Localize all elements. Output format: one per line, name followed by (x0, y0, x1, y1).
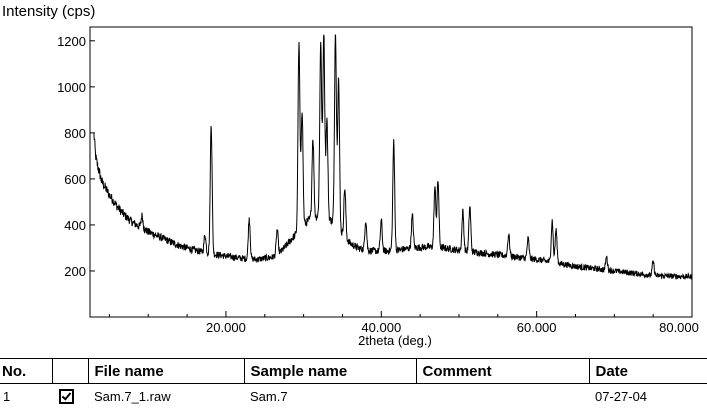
y-tick-label: 800 (64, 126, 86, 141)
y-tick-label: 1000 (57, 80, 86, 95)
col-header-comment[interactable]: Comment (415, 358, 589, 384)
checkbox-checked-icon[interactable] (59, 389, 74, 405)
col-header-file-name[interactable]: File name (87, 358, 244, 384)
comment-cell (416, 384, 589, 408)
file-name-cell: Sam.7_1.raw (94, 388, 171, 404)
col-header-sample-name[interactable]: Sample name (243, 358, 416, 384)
col-header-date[interactable]: Date (588, 358, 707, 384)
xrd-chart: 200 400 600 800 1000 1200 20.000 40.000 60.000 8… (57, 26, 699, 348)
x-axis-label: 2theta (deg.) (358, 333, 432, 348)
sample-name-cell: Sam.7 (250, 388, 288, 404)
date-cell: 07-27-04 (595, 388, 648, 404)
y-tick-label: 200 (64, 264, 86, 279)
y-ticks: 200 400 600 800 1000 1200 (57, 34, 95, 279)
file-table: No. File name Sample name Comment Date 1… (0, 358, 707, 408)
x-tick-label: 60.000 (517, 320, 557, 335)
y-tick-label: 400 (64, 218, 86, 233)
x-tick-label: 40.000 (361, 320, 401, 335)
plot-frame (89, 26, 693, 318)
row-checkbox-cell (52, 384, 88, 408)
y-tick-label: 600 (64, 172, 86, 187)
row-number: 1 (3, 388, 11, 404)
x-ticks: 20.000 40.000 60.000 80.000 (108, 311, 699, 335)
col-header-no[interactable]: No. (0, 358, 52, 384)
x-tick-label: 20.000 (206, 320, 246, 335)
col-header-check[interactable] (51, 358, 88, 384)
y-tick-label: 1200 (57, 34, 86, 49)
diffraction-line (93, 34, 693, 281)
table-row[interactable]: 1 Sam.7_1.raw Sam.7 07-27-04 (0, 384, 707, 408)
y-axis-label: Intensity (cps) (2, 3, 96, 20)
table-header-row: No. File name Sample name Comment Date (0, 358, 707, 384)
x-tick-label: 80.000 (659, 320, 699, 335)
